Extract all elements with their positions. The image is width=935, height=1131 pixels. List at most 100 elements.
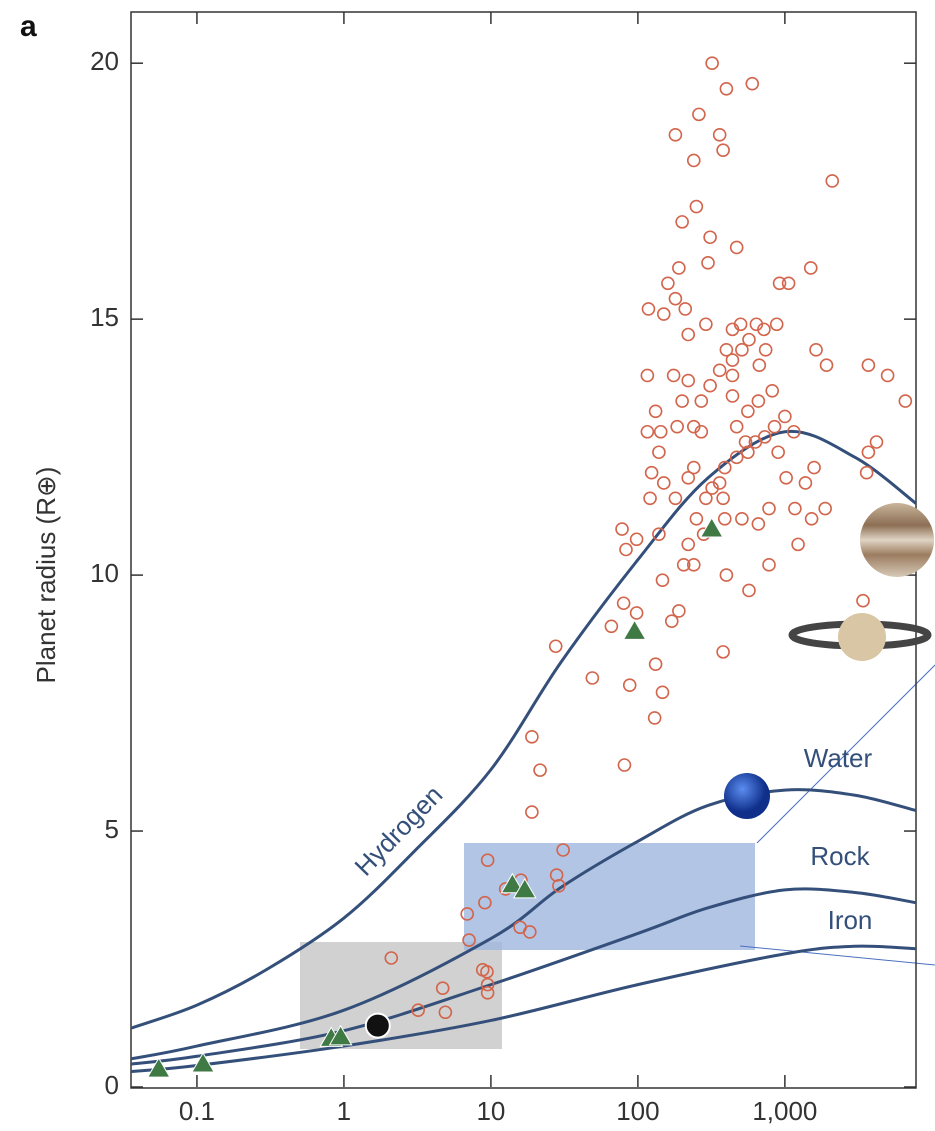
exoplanet-point bbox=[656, 574, 668, 586]
y-tick-label: 15 bbox=[90, 302, 119, 332]
exoplanet-point bbox=[682, 472, 694, 484]
exoplanet-point bbox=[771, 318, 783, 330]
exoplanet-point bbox=[642, 303, 654, 315]
exoplanet-point bbox=[870, 436, 882, 448]
exoplanet-point bbox=[690, 513, 702, 525]
exoplanet-point bbox=[618, 597, 630, 609]
exoplanet-point bbox=[624, 679, 636, 691]
exoplanet-point bbox=[862, 446, 874, 458]
exoplanet-point bbox=[526, 731, 538, 743]
y-tick-label: 20 bbox=[90, 46, 119, 76]
exoplanet-point bbox=[688, 154, 700, 166]
neptune-icon bbox=[724, 773, 770, 819]
exoplanet-point bbox=[673, 262, 685, 274]
exoplanet-point bbox=[641, 369, 653, 381]
exoplanet-point bbox=[720, 83, 732, 95]
y-axis-label: Planet radius (R⊕) bbox=[31, 467, 61, 684]
highlight-point bbox=[366, 1014, 390, 1038]
jupiter-icon bbox=[860, 503, 934, 577]
exoplanet-point bbox=[658, 477, 670, 489]
exoplanet-point bbox=[717, 144, 729, 156]
curve-label: Rock bbox=[810, 841, 870, 871]
x-tick-label: 1 bbox=[337, 1096, 351, 1126]
exoplanet-point bbox=[714, 364, 726, 376]
exoplanet-point bbox=[743, 584, 755, 596]
curve-label: Water bbox=[804, 743, 873, 773]
exoplanet-point bbox=[717, 492, 729, 504]
exoplanet-point bbox=[650, 658, 662, 670]
exoplanet-point bbox=[704, 231, 716, 243]
exoplanet-point bbox=[743, 334, 755, 346]
exoplanet-point bbox=[792, 538, 804, 550]
exoplanet-point bbox=[650, 405, 662, 417]
x-tick-label: 0.1 bbox=[179, 1096, 215, 1126]
exoplanet-point bbox=[620, 544, 632, 556]
curve-label: Iron bbox=[828, 905, 873, 935]
exoplanet-point bbox=[669, 293, 681, 305]
exoplanet-point bbox=[717, 646, 729, 658]
exoplanet-point bbox=[534, 764, 546, 776]
exoplanet-point bbox=[766, 385, 778, 397]
exoplanet-point bbox=[668, 369, 680, 381]
exoplanet-point bbox=[806, 513, 818, 525]
exoplanet-point bbox=[655, 426, 667, 438]
exoplanet-point bbox=[857, 595, 869, 607]
exoplanet-point bbox=[808, 462, 820, 474]
exoplanet-point bbox=[763, 503, 775, 515]
y-tick-label: 5 bbox=[105, 814, 119, 844]
exoplanet-point bbox=[763, 559, 775, 571]
exoplanet-point bbox=[805, 262, 817, 274]
exoplanet-point bbox=[899, 395, 911, 407]
exoplanet-point bbox=[753, 359, 765, 371]
x-tick-label: 1,000 bbox=[752, 1096, 817, 1126]
exoplanet-point bbox=[646, 467, 658, 479]
exoplanet-point bbox=[742, 405, 754, 417]
exoplanet-point bbox=[662, 277, 674, 289]
exoplanet-point bbox=[799, 477, 811, 489]
exoplanet-point bbox=[752, 395, 764, 407]
exoplanet-point bbox=[671, 421, 683, 433]
exoplanet-point bbox=[752, 518, 764, 530]
exoplanet-point bbox=[690, 201, 702, 213]
exoplanet-point bbox=[605, 620, 617, 632]
page: {"chart_data": {"type": "scatter", "pane… bbox=[0, 0, 935, 1131]
exoplanet-point bbox=[669, 492, 681, 504]
exoplanet-point bbox=[819, 503, 831, 515]
exoplanet-point bbox=[772, 446, 784, 458]
exoplanet-point bbox=[700, 318, 712, 330]
exoplanet-point bbox=[682, 538, 694, 550]
exoplanet-point bbox=[821, 359, 833, 371]
model-curve bbox=[131, 946, 916, 1072]
exoplanet-point bbox=[653, 446, 665, 458]
exoplanet-point bbox=[769, 421, 781, 433]
y-tick-label: 0 bbox=[105, 1070, 119, 1100]
chart: 051015200.11101001,000HydrogenWaterRockI… bbox=[0, 0, 935, 1131]
exoplanet-point bbox=[631, 533, 643, 545]
exoplanet-point bbox=[586, 672, 598, 684]
exoplanet-point bbox=[618, 759, 630, 771]
exoplanet-point bbox=[726, 369, 738, 381]
x-tick-label: 100 bbox=[616, 1096, 659, 1126]
exoplanet-point bbox=[826, 175, 838, 187]
exoplanet-point bbox=[526, 806, 538, 818]
exoplanet-point bbox=[704, 380, 716, 392]
exoplanet-point bbox=[882, 369, 894, 381]
exoplanet-point bbox=[783, 277, 795, 289]
exoplanet-point bbox=[676, 216, 688, 228]
exoplanet-point bbox=[649, 712, 661, 724]
exoplanet-point bbox=[644, 492, 656, 504]
exoplanet-point bbox=[789, 503, 801, 515]
exoplanet-point bbox=[726, 354, 738, 366]
exoplanet-point bbox=[641, 426, 653, 438]
panel-label: a bbox=[20, 10, 37, 43]
exoplanet-point bbox=[682, 375, 694, 387]
exoplanet-point bbox=[693, 108, 705, 120]
exoplanet-point bbox=[861, 467, 873, 479]
exoplanet-point bbox=[760, 344, 772, 356]
exoplanet-point bbox=[719, 513, 731, 525]
exoplanet-point bbox=[631, 607, 643, 619]
exoplanet-point bbox=[779, 410, 791, 422]
exoplanet-point bbox=[658, 308, 670, 320]
exoplanet-point bbox=[702, 257, 714, 269]
exoplanet-point bbox=[676, 395, 688, 407]
